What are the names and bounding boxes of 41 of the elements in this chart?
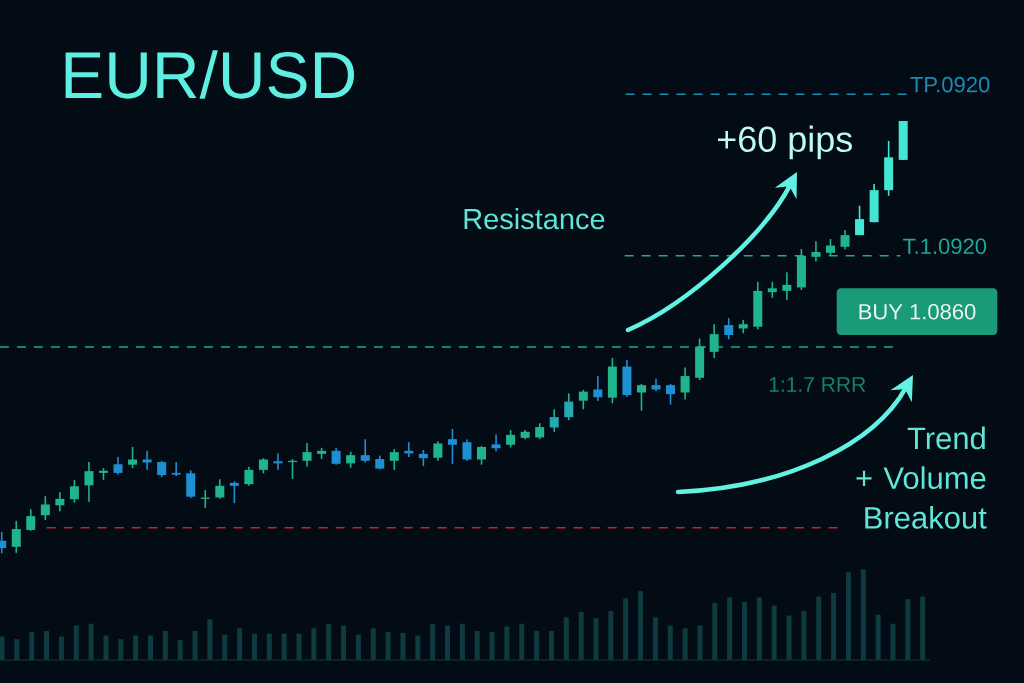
- candlestick: [302, 442, 312, 468]
- candlestick: [229, 480, 239, 504]
- candlestick: [215, 478, 225, 500]
- candlestick: [564, 392, 574, 421]
- candlestick: [578, 389, 588, 411]
- candlestick: [128, 446, 138, 469]
- candlestick: [840, 229, 850, 251]
- annotation: +60 pips: [717, 125, 852, 160]
- candlestick: [491, 433, 501, 453]
- candlestick: [636, 383, 646, 412]
- candlestick: [40, 495, 50, 521]
- ref-line-label: TP.0920: [910, 76, 990, 93]
- candlestick: [69, 479, 79, 504]
- candlestick: [11, 520, 21, 554]
- annotation: Resistance: [464, 207, 605, 230]
- candlestick: [666, 383, 676, 406]
- candlestick: [26, 508, 36, 532]
- annotation: 1:1.7 RRR: [769, 377, 866, 392]
- candlestick: [549, 408, 559, 433]
- candlestick: [855, 204, 865, 236]
- candlestick: [724, 317, 734, 341]
- chart-title: EUR/USD: [65, 50, 355, 99]
- candlestick: [84, 461, 94, 503]
- candlestick: [477, 445, 487, 466]
- candlestick: [462, 438, 472, 462]
- candlestick: [447, 427, 457, 465]
- candlestick: [244, 466, 254, 487]
- candlestick: [433, 440, 443, 462]
- candlestick: [142, 450, 152, 471]
- annotation: Trend + Volume Breakout: [856, 426, 987, 529]
- candlestick: [186, 469, 196, 499]
- candlestick: [389, 448, 399, 471]
- candlestick: [360, 438, 370, 464]
- candlestick: [171, 461, 181, 477]
- candlestick: [55, 491, 65, 513]
- candlestick: [273, 452, 283, 471]
- ref-line-label: T.1.0920: [903, 238, 987, 255]
- candlestick: [782, 271, 792, 301]
- candlestick: [680, 366, 690, 401]
- candlestick: [593, 375, 603, 402]
- annotation: BUY 1.0860: [859, 303, 976, 320]
